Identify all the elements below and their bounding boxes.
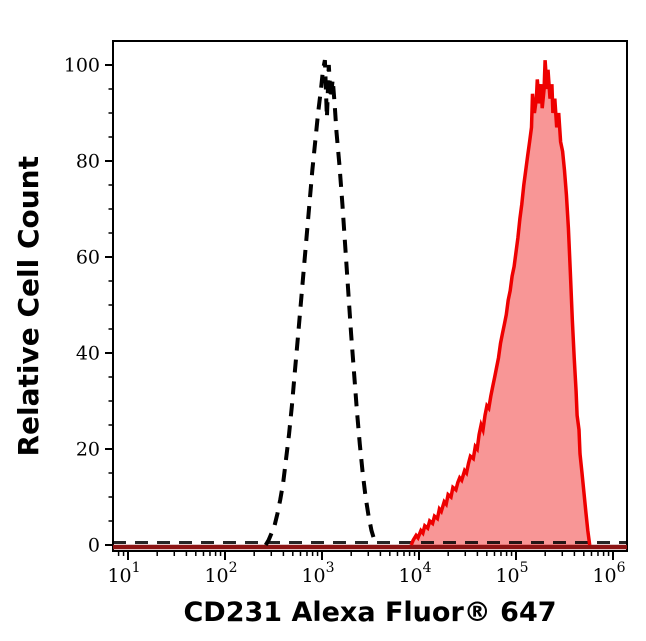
y-tick-label: 0 xyxy=(88,535,100,557)
stained-series-fill xyxy=(411,60,590,545)
x-tick-label: 105 xyxy=(495,560,528,587)
x-tick-label: 106 xyxy=(592,560,625,587)
y-tick-label: 20 xyxy=(76,439,100,461)
y-tick-label: 100 xyxy=(64,55,100,77)
y-axis-title-wrap: Relative Cell Count xyxy=(6,0,50,612)
x-tick-label: 104 xyxy=(398,560,431,587)
x-tick-label: 102 xyxy=(204,560,237,587)
x-tick-label: 101 xyxy=(107,560,140,587)
y-tick-label: 80 xyxy=(76,151,100,173)
y-axis-title: Relative Cell Count xyxy=(11,155,45,457)
stained-series-curve xyxy=(409,60,592,546)
x-axis-title: CD231 Alexa Fluor® 647 xyxy=(183,597,557,628)
control-series-curve xyxy=(263,59,380,547)
y-tick-label: 40 xyxy=(76,343,100,365)
y-tick-label: 60 xyxy=(76,247,100,269)
x-tick-label: 103 xyxy=(301,560,334,587)
plot-frame xyxy=(112,40,628,552)
